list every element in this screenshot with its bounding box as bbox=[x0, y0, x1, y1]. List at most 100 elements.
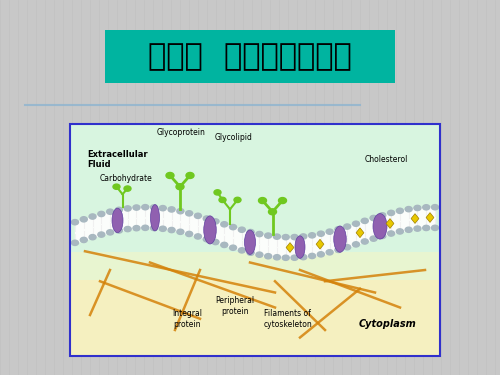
Circle shape bbox=[142, 205, 148, 210]
Circle shape bbox=[168, 207, 175, 212]
Ellipse shape bbox=[334, 226, 346, 252]
Circle shape bbox=[318, 231, 324, 236]
Circle shape bbox=[291, 255, 298, 260]
Circle shape bbox=[362, 239, 368, 244]
Polygon shape bbox=[426, 213, 434, 222]
Circle shape bbox=[318, 252, 324, 257]
Circle shape bbox=[116, 228, 122, 233]
Bar bbox=[70, 124, 440, 275]
Ellipse shape bbox=[373, 214, 387, 239]
Circle shape bbox=[124, 206, 131, 211]
Text: Carbohydrate: Carbohydrate bbox=[100, 174, 153, 183]
Circle shape bbox=[370, 215, 377, 220]
Circle shape bbox=[186, 172, 194, 178]
Circle shape bbox=[247, 230, 254, 235]
Circle shape bbox=[234, 197, 241, 202]
Circle shape bbox=[274, 255, 280, 260]
Circle shape bbox=[203, 216, 210, 221]
Text: Cholesterol: Cholesterol bbox=[365, 155, 408, 164]
Ellipse shape bbox=[112, 208, 123, 232]
Circle shape bbox=[98, 211, 105, 217]
Circle shape bbox=[238, 248, 246, 253]
Circle shape bbox=[326, 250, 333, 255]
Circle shape bbox=[414, 226, 421, 231]
Circle shape bbox=[186, 231, 192, 237]
Circle shape bbox=[72, 220, 78, 225]
Ellipse shape bbox=[244, 230, 256, 254]
Circle shape bbox=[264, 254, 272, 259]
Circle shape bbox=[177, 229, 184, 234]
Ellipse shape bbox=[150, 205, 160, 231]
Circle shape bbox=[326, 229, 333, 234]
Circle shape bbox=[379, 233, 386, 238]
Circle shape bbox=[300, 255, 307, 260]
Circle shape bbox=[344, 224, 350, 229]
Circle shape bbox=[258, 198, 266, 204]
Polygon shape bbox=[386, 219, 394, 228]
Circle shape bbox=[278, 198, 286, 204]
Circle shape bbox=[124, 186, 131, 191]
Bar bbox=[70, 124, 440, 356]
Circle shape bbox=[362, 218, 368, 223]
Circle shape bbox=[247, 250, 254, 255]
Circle shape bbox=[106, 209, 114, 214]
Circle shape bbox=[264, 233, 272, 238]
Circle shape bbox=[160, 226, 166, 231]
Circle shape bbox=[133, 205, 140, 210]
Text: Extracellular
Fluid: Extracellular Fluid bbox=[88, 150, 148, 170]
Bar bbox=[70, 268, 440, 356]
FancyBboxPatch shape bbox=[105, 30, 395, 82]
Circle shape bbox=[89, 214, 96, 219]
Circle shape bbox=[352, 221, 360, 226]
Polygon shape bbox=[316, 239, 324, 249]
Circle shape bbox=[219, 197, 226, 202]
Circle shape bbox=[72, 240, 78, 246]
Circle shape bbox=[116, 207, 122, 213]
Circle shape bbox=[405, 227, 412, 232]
Text: Integral
protein: Integral protein bbox=[172, 309, 203, 329]
Circle shape bbox=[422, 205, 430, 210]
Circle shape bbox=[388, 210, 394, 216]
Circle shape bbox=[177, 209, 184, 214]
Circle shape bbox=[396, 229, 404, 234]
Circle shape bbox=[370, 236, 377, 241]
Circle shape bbox=[352, 242, 360, 247]
Circle shape bbox=[274, 234, 280, 239]
Text: Glycoprotein: Glycoprotein bbox=[156, 128, 206, 137]
Circle shape bbox=[80, 217, 87, 222]
Circle shape bbox=[268, 209, 276, 215]
Circle shape bbox=[256, 252, 263, 257]
Circle shape bbox=[291, 234, 298, 240]
Circle shape bbox=[150, 205, 158, 210]
Circle shape bbox=[282, 234, 289, 240]
Circle shape bbox=[194, 234, 202, 239]
Circle shape bbox=[308, 233, 316, 238]
Circle shape bbox=[405, 207, 412, 212]
Circle shape bbox=[335, 247, 342, 252]
Circle shape bbox=[214, 190, 221, 195]
Ellipse shape bbox=[204, 216, 216, 244]
Circle shape bbox=[282, 255, 289, 260]
Polygon shape bbox=[286, 243, 294, 252]
Circle shape bbox=[379, 213, 386, 218]
Circle shape bbox=[176, 184, 184, 190]
Polygon shape bbox=[356, 228, 364, 238]
Circle shape bbox=[344, 244, 350, 250]
Text: Peripheral
protein: Peripheral protein bbox=[216, 296, 254, 316]
Circle shape bbox=[212, 239, 219, 244]
Bar bbox=[70, 252, 440, 279]
Circle shape bbox=[422, 225, 430, 231]
Circle shape bbox=[150, 225, 158, 231]
Circle shape bbox=[414, 206, 421, 211]
Circle shape bbox=[230, 245, 236, 250]
Circle shape bbox=[432, 225, 438, 231]
Text: Glycolipid: Glycolipid bbox=[215, 134, 253, 142]
Circle shape bbox=[142, 225, 148, 231]
Circle shape bbox=[186, 211, 192, 216]
Circle shape bbox=[166, 172, 174, 178]
Circle shape bbox=[113, 184, 120, 189]
Circle shape bbox=[300, 234, 307, 239]
Circle shape bbox=[160, 206, 166, 211]
Circle shape bbox=[212, 219, 219, 224]
Ellipse shape bbox=[295, 236, 305, 258]
